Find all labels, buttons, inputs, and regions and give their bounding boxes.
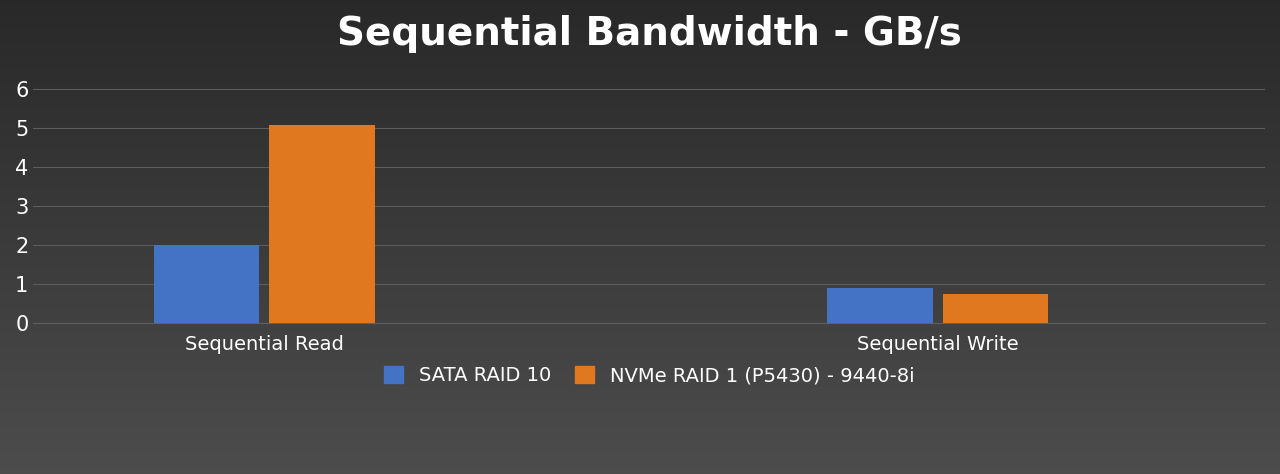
Bar	[269, 125, 375, 323]
Title: Sequential Bandwidth - GB/s: Sequential Bandwidth - GB/s	[337, 15, 961, 53]
Bar	[154, 246, 260, 323]
Legend: SATA RAID 10, NVMe RAID 1 (P5430) - 9440-8i: SATA RAID 10, NVMe RAID 1 (P5430) - 9440…	[374, 356, 924, 395]
Bar	[827, 288, 933, 323]
Bar	[942, 294, 1048, 323]
